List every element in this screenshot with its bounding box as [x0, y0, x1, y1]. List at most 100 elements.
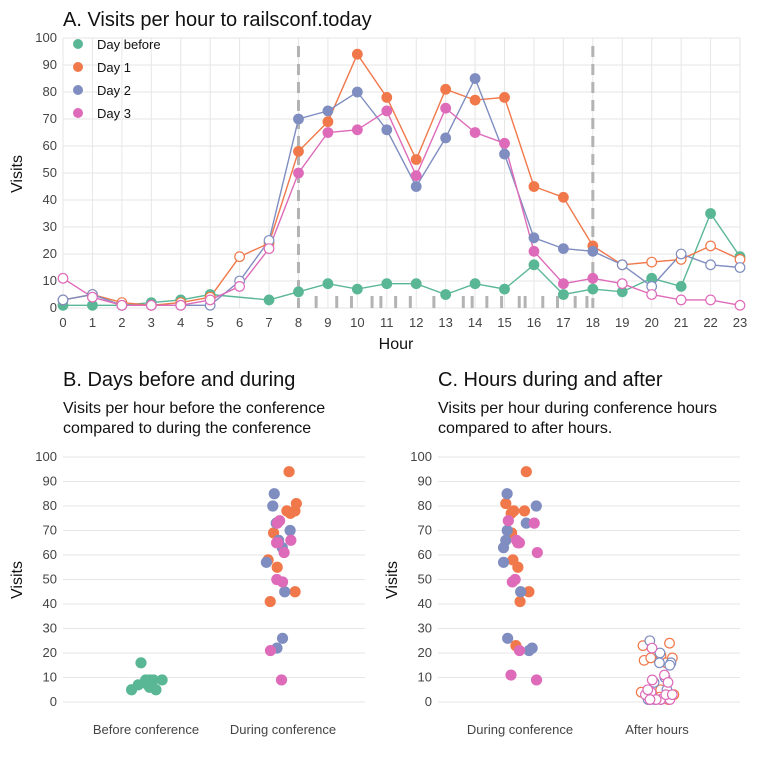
jitter-point: [664, 659, 676, 671]
jitter-point: [666, 689, 678, 701]
data-point-day2: [322, 105, 334, 117]
y-tick-label: 50: [418, 572, 432, 587]
data-point-day_before: [499, 283, 510, 295]
legend-label: Day 2: [97, 83, 131, 98]
panel-b-title: B. Days before and during: [63, 369, 295, 391]
data-point-day1: [557, 191, 569, 203]
jitter-point: [267, 500, 279, 512]
legend-label: Day before: [97, 37, 161, 52]
category-label: After hours: [625, 722, 689, 737]
legend-marker-day3: [73, 108, 83, 118]
jitter-point: [518, 505, 531, 517]
jitter-point: [523, 644, 535, 657]
panel-a-x-tick-label: 10: [350, 315, 364, 330]
category-label: Before conference: [93, 722, 199, 737]
jitter-point: [271, 561, 283, 573]
y-tick-label: 100: [410, 449, 432, 464]
panel-a-xlabel: Hour: [379, 336, 414, 353]
y-tick-label: 10: [43, 670, 57, 685]
data-point-day3: [293, 167, 304, 179]
data-point-day3: [469, 127, 481, 138]
panel-a-x-tick-label: 14: [468, 315, 482, 330]
jitter-point: [275, 674, 288, 686]
data-point-day3: [440, 102, 452, 114]
jitter-point: [645, 652, 657, 664]
legend-marker-day_before: [73, 39, 83, 49]
panel-a-y-tick-label: 0: [50, 300, 57, 315]
jitter-point: [260, 556, 273, 568]
panel-a-x-tick-label: 5: [207, 315, 214, 330]
data-point-day2: [469, 73, 481, 84]
jitter-point: [264, 595, 276, 608]
data-point-day2: [410, 181, 422, 192]
jitter-point: [135, 657, 147, 669]
data-point-day3: [351, 124, 363, 136]
jitter-point: [531, 546, 543, 559]
y-tick-label: 90: [418, 474, 432, 489]
panel-c-subtitle-line1: Visits per hour during conference hours: [438, 400, 717, 417]
y-tick-label: 80: [43, 498, 57, 513]
data-point-day2: [587, 245, 599, 257]
data-point-day1: [469, 94, 481, 106]
jitter-point: [506, 576, 518, 588]
panel-a-x-tick-label: 4: [177, 315, 184, 330]
panel-a-y-tick-label: 10: [43, 273, 57, 288]
jitter-point: [646, 642, 658, 654]
jitter-point: [505, 669, 517, 681]
panel-a-y-tick-label: 60: [43, 138, 57, 153]
category-label: During conference: [230, 722, 336, 737]
panel-a-x-tick-label: 12: [409, 315, 423, 330]
jitter-point: [276, 576, 289, 588]
panel-a-x-tick-label: 23: [733, 315, 747, 330]
panel-b-subtitle-line2: compared to during the conference: [63, 420, 311, 437]
data-point-day2: [528, 232, 540, 244]
data-point-day2: [351, 86, 363, 98]
y-tick-label: 80: [418, 498, 432, 513]
data-point-day3: [646, 289, 658, 300]
panel-a-x-tick-label: 21: [674, 315, 688, 330]
panel-a-x-tick-label: 3: [148, 315, 155, 330]
data-point-day3: [145, 299, 157, 311]
data-point-day2: [734, 262, 746, 273]
panel-a-x-tick-label: 13: [438, 315, 452, 330]
jitter-point: [497, 556, 510, 568]
data-point-day1: [705, 240, 716, 252]
legend-marker-day2: [73, 85, 83, 95]
jitter-point: [530, 500, 542, 512]
panel-b-plot: 0 10 20 30 40 50 60 70 80 90 100 Before conference D…: [35, 449, 365, 737]
data-point-day1: [646, 256, 658, 268]
data-point-day2: [675, 248, 687, 260]
data-point-day_before: [675, 281, 687, 292]
y-tick-label: 60: [43, 547, 57, 562]
data-point-day1: [381, 91, 393, 103]
panel-a-title: A. Visits per hour to railsconf.today: [63, 9, 372, 31]
data-point-day2: [57, 294, 69, 306]
panel-a-ylabel: Visits: [9, 155, 26, 193]
jitter-point: [264, 644, 277, 657]
panel-a-x-tick-label: 7: [265, 315, 272, 330]
data-point-day3: [675, 294, 687, 306]
jitter-point: [150, 684, 162, 696]
data-point-day_before: [410, 278, 422, 290]
data-point-day_before: [440, 289, 452, 300]
y-tick-label: 90: [43, 474, 57, 489]
panel-a-x-tick-label: 18: [586, 315, 600, 330]
panel-a-y-tick-label: 50: [43, 165, 57, 180]
data-point-day2: [616, 259, 628, 271]
data-point-day3: [557, 278, 569, 290]
jitter-point: [642, 684, 654, 696]
y-tick-label: 30: [43, 621, 57, 636]
y-tick-label: 0: [425, 694, 432, 709]
panel-b-subtitle-line1: Visits per hour before the conference: [63, 400, 325, 417]
panel-a-x-tick-label: 20: [644, 315, 658, 330]
panel-a-x-tick-label: 0: [59, 315, 66, 330]
jitter-point: [520, 466, 532, 478]
data-point-day1: [234, 251, 246, 263]
panel-b-ylabel: Visits: [9, 561, 26, 599]
jitter-point: [284, 524, 296, 537]
jitter-point: [512, 561, 524, 573]
jitter-point: [664, 637, 675, 649]
legend-label: Day 1: [97, 60, 131, 75]
y-tick-label: 50: [43, 572, 57, 587]
data-point-day3: [499, 137, 510, 149]
